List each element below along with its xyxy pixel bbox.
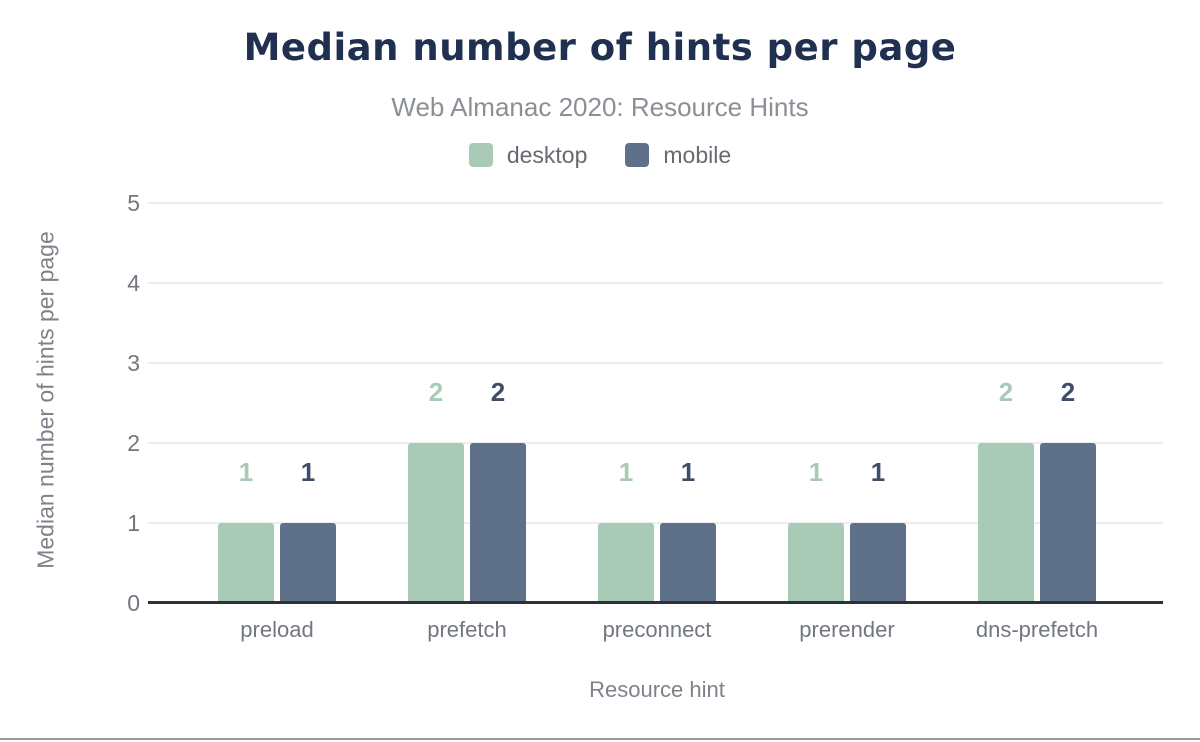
x-category-label-prerender: prerender — [799, 617, 895, 642]
legend-swatch-desktop — [468, 143, 493, 167]
y-tick-label: 1 — [127, 510, 140, 536]
chart-title: Median number of hints per page — [243, 26, 957, 69]
bar-value-label-mobile-prefetch: 2 — [490, 377, 506, 407]
x-axis-baseline — [148, 601, 1163, 604]
y-tick-label: 5 — [127, 190, 140, 216]
bar-value-label-mobile-dns-prefetch: 2 — [1060, 377, 1076, 407]
legend-item-mobile[interactable]: mobile — [625, 143, 731, 167]
y-tick-label: 3 — [127, 350, 140, 376]
bar-mobile-dns-prefetch[interactable] — [1040, 443, 1096, 603]
bar-desktop-dns-prefetch[interactable] — [978, 443, 1034, 603]
bar-mobile-prerender[interactable] — [850, 523, 906, 603]
legend: desktop mobile — [0, 141, 1200, 169]
bar-value-label-desktop-preconnect: 1 — [618, 457, 634, 487]
gridline — [148, 522, 1163, 524]
chart-subtitle: Web Almanac 2020: Resource Hints — [391, 92, 809, 122]
bar-mobile-prefetch[interactable] — [470, 443, 526, 603]
bar-mobile-preconnect[interactable] — [660, 523, 716, 603]
bar-value-label-desktop-preload: 1 — [238, 457, 254, 487]
bottom-border-line — [0, 738, 1200, 740]
bar-desktop-preconnect[interactable] — [598, 523, 654, 603]
bar-desktop-prerender[interactable] — [788, 523, 844, 603]
bar-mobile-preload[interactable] — [280, 523, 336, 603]
legend-label: desktop — [506, 142, 588, 168]
bar-value-label-desktop-prefetch: 2 — [428, 377, 444, 407]
x-axis-title: Resource hint — [589, 677, 725, 702]
y-tick-label: 0 — [127, 590, 140, 616]
legend-label: mobile — [663, 142, 732, 168]
y-tick-label: 4 — [127, 270, 140, 296]
bar-value-label-desktop-dns-prefetch: 2 — [998, 377, 1014, 407]
bar-desktop-prefetch[interactable] — [408, 443, 464, 603]
x-category-label-prefetch: prefetch — [427, 617, 507, 642]
bar-value-label-desktop-prerender: 1 — [808, 457, 824, 487]
y-tick-label: 2 — [127, 430, 140, 456]
gridline — [148, 362, 1163, 364]
gridline — [148, 202, 1163, 204]
bar-value-label-mobile-preconnect: 1 — [680, 457, 696, 487]
x-category-label-preload: preload — [240, 617, 314, 642]
legend-item-desktop[interactable]: desktop — [468, 142, 588, 168]
x-category-label-preconnect: preconnect — [602, 617, 712, 642]
bar-value-label-mobile-preload: 1 — [300, 457, 316, 487]
bar-desktop-preload[interactable] — [218, 523, 274, 603]
bar-value-label-mobile-prerender: 1 — [870, 457, 886, 487]
x-category-label-dns-prefetch: dns-prefetch — [975, 617, 1099, 642]
gridline — [148, 282, 1163, 284]
gridline — [148, 442, 1163, 444]
legend-swatch-mobile — [625, 143, 650, 167]
